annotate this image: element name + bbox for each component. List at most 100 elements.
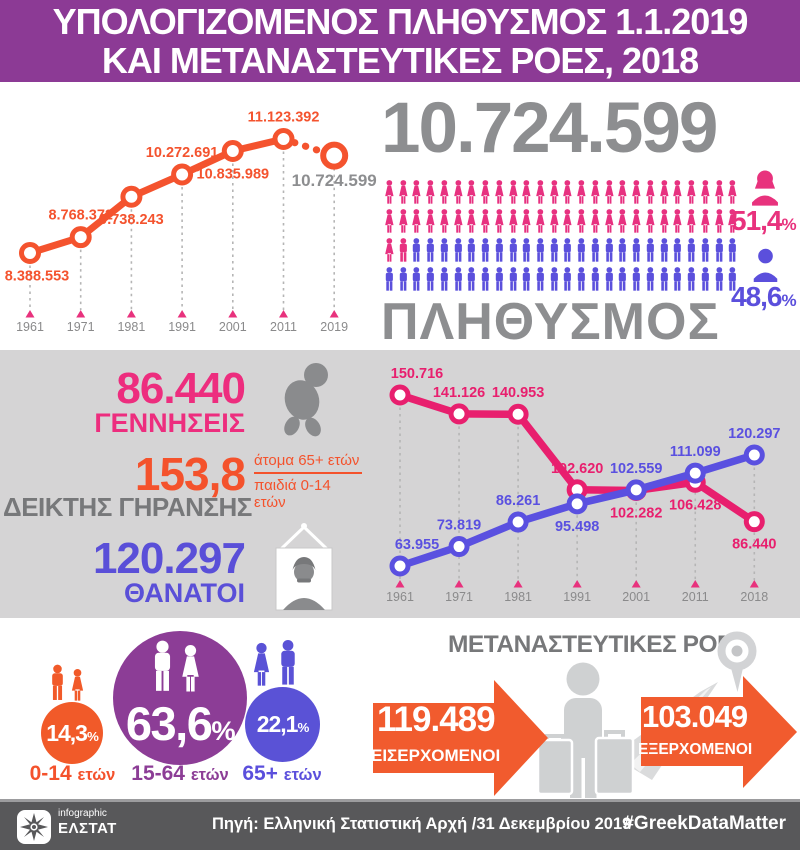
pictogram-male-icon (603, 266, 616, 292)
svg-text:111.099: 111.099 (670, 444, 721, 460)
title-line-1: ΥΠΟΛΟΓΙΖΟΜΕΝΟΣ ΠΛΗΘΥΣΜΟΣ 1.1.2019 (52, 1, 749, 42)
pictogram-female-icon (493, 179, 506, 205)
svg-text:8.388.553: 8.388.553 (5, 269, 70, 285)
pictogram-male-icon (616, 237, 629, 263)
svg-text:8.768.372: 8.768.372 (48, 208, 113, 224)
pictogram-female-icon (548, 179, 561, 205)
svg-text:2001: 2001 (219, 320, 247, 334)
pictogram-female-icon (438, 179, 451, 205)
births-value: 86.440 (116, 364, 246, 413)
pictogram-male-icon (465, 237, 478, 263)
pictogram-female-icon (520, 179, 533, 205)
pictogram-male-icon (424, 266, 437, 292)
pictogram-female-icon (520, 208, 533, 234)
svg-text:1991: 1991 (168, 320, 196, 334)
age-15-64-label: 15-64 ετών (131, 762, 229, 785)
pictogram-female-icon (630, 208, 643, 234)
elderly-woman-icon (250, 641, 273, 688)
pictogram-male-icon (424, 237, 437, 263)
pictogram-male-icon (616, 266, 629, 292)
pictogram-female-icon (616, 179, 629, 205)
pictogram-female-icon (548, 208, 561, 234)
pictogram-male-icon (671, 237, 684, 263)
pictogram-male-icon (644, 266, 657, 292)
svg-text:1971: 1971 (445, 590, 473, 604)
svg-text:2018: 2018 (740, 590, 768, 604)
aging-denominator: παιδιά 0-14 ετών (254, 472, 362, 511)
svg-text:95.498: 95.498 (555, 519, 599, 535)
svg-text:141.126: 141.126 (433, 385, 485, 401)
old-man-portrait-icon (275, 523, 333, 611)
pictogram-female-icon (424, 179, 437, 205)
pictogram-male-icon (534, 266, 547, 292)
svg-text:1961: 1961 (386, 590, 414, 604)
pictogram-male-icon (507, 266, 520, 292)
svg-text:102.559: 102.559 (610, 461, 662, 477)
elstat-logo (17, 810, 51, 844)
pictogram-male-icon (383, 266, 396, 292)
svg-text:86.440: 86.440 (732, 537, 776, 553)
pictogram-male-icon (438, 237, 451, 263)
pictogram-male-icon (520, 237, 533, 263)
pictogram-female-icon (603, 179, 616, 205)
inflow-value: 119.489 (377, 700, 496, 739)
aging-index-value: 153,8 (134, 448, 246, 500)
pictogram-female-icon (699, 208, 712, 234)
pictogram-female-icon (575, 179, 588, 205)
pictogram-male-icon (630, 266, 643, 292)
pictogram-male-icon (699, 237, 712, 263)
pictogram-female-icon (452, 179, 465, 205)
pictogram-male-icon (534, 237, 547, 263)
pictogram-female-icon (383, 208, 396, 234)
svg-text:1961: 1961 (16, 320, 44, 334)
pictogram-female-icon (589, 208, 602, 234)
logo-text: infographic ΕΛΣΤΑΤ (58, 808, 117, 837)
births-deaths-chart: 1961 1971 1981 1991 2001 2011 2018 150.716 141.1… (386, 366, 780, 604)
pictogram-female-icon (589, 179, 602, 205)
pictogram-male-icon (575, 266, 588, 292)
compass-icon (20, 813, 48, 841)
pictogram-male-icon (452, 237, 465, 263)
svg-text:73.819: 73.819 (437, 518, 481, 534)
pictogram-female-icon (658, 208, 671, 234)
svg-text:9.738.243: 9.738.243 (99, 212, 164, 228)
svg-text:1971: 1971 (67, 320, 95, 334)
baby-icon (284, 363, 328, 437)
svg-text:1981: 1981 (504, 590, 532, 604)
svg-text:2011: 2011 (270, 320, 297, 334)
pictogram-female-icon (493, 208, 506, 234)
svg-text:102.282: 102.282 (610, 505, 662, 521)
pictogram-male-icon (589, 237, 602, 263)
svg-text:120.297: 120.297 (728, 426, 780, 442)
pictogram-female-icon (465, 208, 478, 234)
pictogram-female-icon (575, 208, 588, 234)
deaths-label: ΘΑΝΑΤΟΙ (123, 578, 245, 608)
svg-text:10.724.599: 10.724.599 (292, 171, 377, 190)
age-65plus-circle: 22,1% (245, 687, 320, 762)
svg-text:2001: 2001 (622, 590, 650, 604)
pictogram-male-icon (658, 237, 671, 263)
map-pin-icon (717, 631, 757, 692)
age-0-14-label: 0-14 ετών (29, 762, 116, 785)
svg-text:140.953: 140.953 (492, 385, 544, 401)
pictogram-female-icon (397, 179, 410, 205)
pictogram-female-icon (438, 208, 451, 234)
pictogram-male-icon (438, 266, 451, 292)
svg-text:10.272.691: 10.272.691 (146, 145, 219, 161)
age-0-14-circle: 14,3% (41, 702, 103, 764)
pictogram-female-icon (713, 208, 726, 234)
svg-text:150.716: 150.716 (391, 366, 443, 382)
woman-icon (178, 642, 203, 695)
pictogram-male-icon (699, 266, 712, 292)
pictogram-male-icon (561, 266, 574, 292)
pictogram-female-icon (410, 179, 423, 205)
pictogram-male-icon (575, 237, 588, 263)
pictogram-male-icon (671, 266, 684, 292)
pictogram-male-icon (410, 237, 423, 263)
aging-index-formula: άτομα 65+ ετών παιδιά 0-14 ετών (254, 452, 362, 511)
aging-numerator: άτομα 65+ ετών (254, 452, 360, 469)
pictogram-male-icon (603, 237, 616, 263)
pictogram-female-icon (561, 179, 574, 205)
age-15-64-circle: 63,6% (113, 631, 247, 765)
population-pictogram (383, 179, 740, 295)
